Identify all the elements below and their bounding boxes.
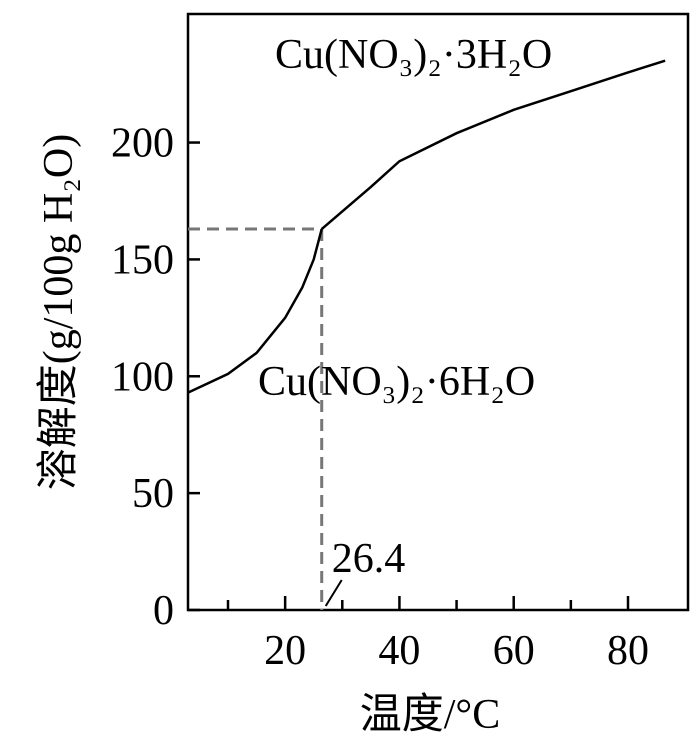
series-line [320, 59, 666, 230]
plot-frame [186, 12, 690, 612]
y-tick-label: 100 [111, 354, 174, 400]
x-tick-label: 20 [264, 628, 306, 674]
series-label: Cu(NO₃)₂·6H₂O [258, 359, 535, 405]
annotation-leader [324, 579, 343, 607]
y-tick-label: 150 [111, 237, 174, 283]
reference-label: 26.4 [332, 536, 406, 582]
y-tick-label: 50 [132, 471, 174, 517]
y-tick-label: 0 [153, 588, 174, 634]
y-tick-label: 200 [111, 121, 174, 167]
x-axis-label: 温度/°C [360, 692, 500, 738]
series-label: Cu(NO₃)₂·3H₂O [275, 32, 552, 78]
x-tick-label: 40 [378, 628, 420, 674]
x-tick-label: 80 [607, 628, 649, 674]
y-axis-label: 溶解度(g/100g H₂O) [35, 134, 82, 490]
x-tick-label: 60 [493, 628, 535, 674]
series-line [187, 228, 323, 394]
